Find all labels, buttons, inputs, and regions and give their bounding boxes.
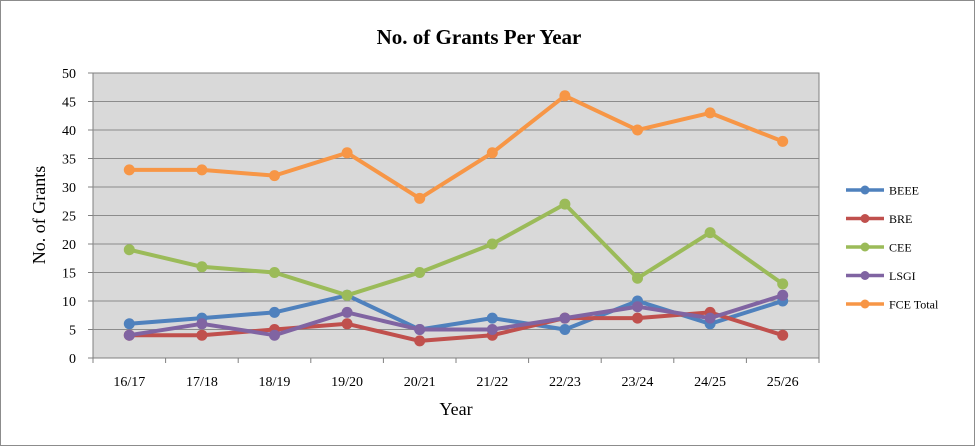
data-point bbox=[123, 164, 135, 176]
data-point bbox=[704, 312, 716, 324]
legend-swatch-marker bbox=[860, 242, 870, 252]
data-point bbox=[414, 267, 426, 278]
data-point bbox=[632, 124, 643, 136]
series-line bbox=[127, 310, 785, 343]
data-point bbox=[196, 164, 208, 176]
y-tick-label: 15 bbox=[62, 267, 76, 282]
legend-item: LSGI bbox=[846, 269, 916, 283]
data-point bbox=[269, 329, 280, 341]
series-group bbox=[123, 90, 789, 347]
x-tick-label: 20/21 bbox=[404, 375, 436, 390]
legend-item: BRE bbox=[846, 212, 912, 226]
x-tick-label: 17/18 bbox=[186, 375, 218, 390]
data-point bbox=[559, 324, 571, 335]
data-point bbox=[777, 289, 789, 301]
data-point bbox=[632, 301, 643, 313]
data-point bbox=[123, 244, 135, 256]
data-point bbox=[269, 306, 280, 318]
data-point bbox=[632, 272, 643, 284]
data-point bbox=[196, 261, 208, 273]
data-point bbox=[269, 267, 280, 278]
data-point bbox=[414, 192, 426, 204]
data-point bbox=[777, 135, 789, 147]
y-tick-label: 50 bbox=[62, 67, 76, 82]
legend-label: BRE bbox=[889, 212, 912, 226]
gridlines bbox=[88, 72, 819, 359]
data-point bbox=[196, 329, 208, 341]
data-point bbox=[486, 312, 498, 324]
data-point bbox=[704, 227, 716, 239]
x-tick-label: 19/20 bbox=[331, 375, 363, 390]
series-line bbox=[127, 202, 785, 298]
y-tick-label: 0 bbox=[69, 352, 76, 367]
legend-label: CEE bbox=[889, 241, 912, 255]
legend-label: BEEE bbox=[889, 184, 919, 198]
x-tick-label: 24/25 bbox=[694, 375, 726, 390]
x-axis-ticks: 16/17 17/18 18/19 19/20 20/21 21/22 22/23 23/24… bbox=[92, 358, 820, 390]
y-tick-label: 25 bbox=[62, 210, 76, 225]
legend-item: FCE Total bbox=[846, 298, 939, 312]
y-tick-label: 45 bbox=[62, 96, 76, 111]
data-point bbox=[632, 312, 643, 324]
data-point bbox=[341, 147, 353, 159]
series-lsgi bbox=[123, 289, 789, 341]
chart-title: No. of Grants Per Year bbox=[377, 25, 582, 49]
data-point bbox=[559, 312, 571, 324]
legend-swatch-marker bbox=[860, 214, 870, 223]
data-point bbox=[777, 278, 789, 290]
y-tick-label: 30 bbox=[62, 181, 76, 196]
data-point bbox=[486, 238, 498, 250]
data-point bbox=[414, 335, 426, 347]
legend: BEEE BRE CEE LSGI FCE Total bbox=[846, 184, 939, 312]
data-point bbox=[341, 306, 353, 318]
data-point bbox=[123, 318, 135, 330]
y-tick-label: 5 bbox=[69, 324, 76, 339]
data-point bbox=[196, 318, 208, 330]
x-tick-label: 22/23 bbox=[549, 375, 581, 390]
data-point bbox=[559, 198, 571, 210]
y-tick-label: 10 bbox=[62, 295, 76, 310]
data-point bbox=[414, 324, 426, 335]
data-point bbox=[341, 318, 353, 330]
x-tick-label: 25/26 bbox=[767, 375, 799, 390]
legend-item: BEEE bbox=[846, 184, 919, 198]
y-tick-label: 20 bbox=[62, 238, 76, 253]
legend-label: FCE Total bbox=[889, 298, 939, 312]
x-tick-label: 16/17 bbox=[113, 375, 145, 390]
legend-label: LSGI bbox=[889, 269, 916, 283]
series-cee bbox=[123, 198, 789, 301]
legend-swatch-marker bbox=[860, 185, 870, 195]
x-tick-label: 23/24 bbox=[622, 375, 654, 390]
data-point bbox=[269, 170, 280, 182]
series-line bbox=[127, 293, 785, 338]
y-tick-label: 40 bbox=[62, 124, 76, 139]
data-point bbox=[704, 107, 716, 119]
x-tick-label: 21/22 bbox=[476, 375, 508, 390]
series-fce-total bbox=[123, 90, 789, 204]
legend-swatch-marker bbox=[860, 299, 870, 309]
data-point bbox=[123, 329, 135, 341]
data-point bbox=[777, 329, 789, 341]
x-axis-title: Year bbox=[439, 399, 472, 419]
y-axis-title: No. of Grants bbox=[29, 166, 49, 264]
series-line bbox=[127, 93, 785, 201]
data-point bbox=[559, 90, 571, 102]
x-tick-label: 18/19 bbox=[259, 375, 291, 390]
data-point bbox=[486, 324, 498, 335]
y-tick-label: 35 bbox=[62, 153, 76, 168]
legend-swatch-marker bbox=[860, 271, 870, 280]
data-point bbox=[486, 147, 498, 159]
data-point bbox=[341, 289, 353, 301]
legend-item: CEE bbox=[846, 241, 912, 255]
y-axis-ticks: 0 5 10 15 20 25 30 35 40 45 50 bbox=[62, 67, 76, 367]
